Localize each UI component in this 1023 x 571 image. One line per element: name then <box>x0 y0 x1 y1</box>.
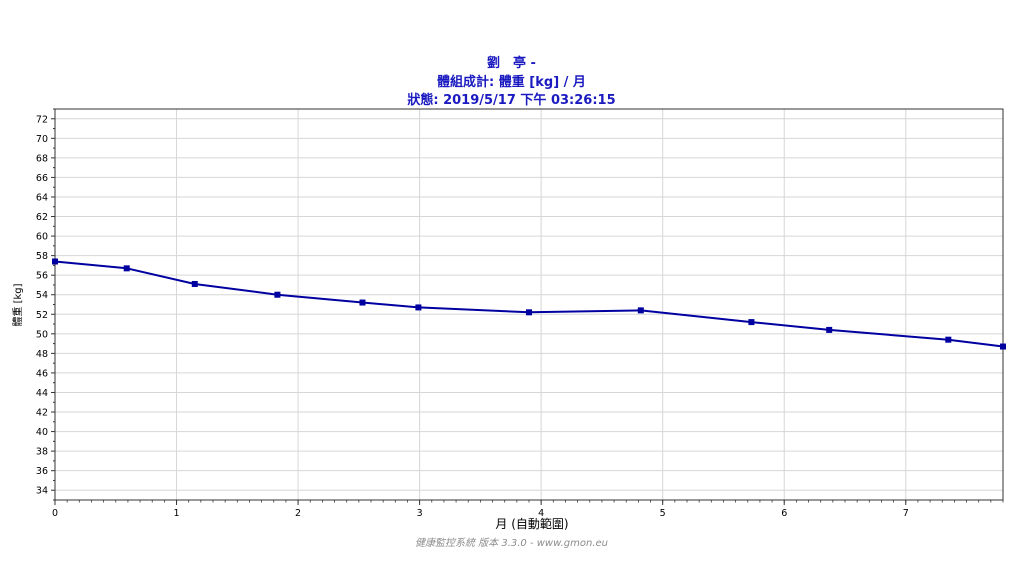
chart-subtitle: 體組成計: 體重 [kg] / 月 <box>437 75 586 90</box>
data-point-marker <box>123 265 130 272</box>
y-tick-label: 40 <box>36 427 48 438</box>
x-tick-label: 2 <box>295 508 301 519</box>
data-point-marker <box>191 280 198 287</box>
series-line <box>54 260 1004 348</box>
x-axis-label: 月 (自動範圍) <box>495 516 568 531</box>
y-tick-label: 70 <box>36 134 48 145</box>
chart-title: 劉 亭 - <box>487 56 536 71</box>
data-point-marker <box>637 307 644 314</box>
y-tick-label: 60 <box>36 232 48 243</box>
chart-status: 狀態: 2019/5/17 下午 03:26:15 <box>407 93 616 108</box>
data-point-marker <box>415 304 422 311</box>
data-point-marker <box>945 336 952 343</box>
y-tick-label: 52 <box>36 310 48 321</box>
y-tick-label: 46 <box>36 368 48 379</box>
y-tick-label: 48 <box>36 349 48 360</box>
y-tick-label: 56 <box>36 271 48 282</box>
plot-frame <box>54 108 1004 501</box>
y-tick-label: 66 <box>36 173 48 184</box>
x-tick-label: 3 <box>417 508 423 519</box>
y-tick-label: 72 <box>36 114 48 125</box>
y-tick-label: 44 <box>36 388 48 399</box>
x-tick-label: 5 <box>660 508 666 519</box>
y-tick-label: 34 <box>36 486 48 497</box>
y-tick-label: 58 <box>36 251 48 262</box>
footer-version: 健康監控系統 版本 3.3.0 - www.gmon.eu <box>414 538 609 549</box>
data-point-marker <box>826 326 833 333</box>
series-group <box>52 258 1006 350</box>
grid-lines <box>55 109 1003 500</box>
x-tick-label: 4 <box>538 508 544 519</box>
data-point-marker <box>526 309 532 316</box>
data-point-marker <box>52 258 58 265</box>
data-point-marker <box>748 319 755 326</box>
y-tick-label: 50 <box>36 329 48 340</box>
x-tick-label: 6 <box>781 508 787 519</box>
x-tick-label: 1 <box>174 508 180 519</box>
y-tick-label: 62 <box>36 212 48 223</box>
axes: 3436384042444648505254565860626466687072… <box>36 108 1004 519</box>
data-point-marker <box>274 291 281 298</box>
y-tick-label: 68 <box>36 153 48 164</box>
y-tick-label: 38 <box>36 447 48 458</box>
data-point-marker <box>1000 343 1006 350</box>
y-tick-label: 36 <box>36 466 48 477</box>
x-tick-label: 7 <box>903 508 909 519</box>
y-tick-label: 64 <box>36 192 48 203</box>
x-tick-label: 0 <box>52 508 58 519</box>
y-tick-label: 42 <box>36 408 48 419</box>
y-tick-label: 54 <box>36 290 48 301</box>
y-axis-label: 體重 [kg] <box>11 283 24 326</box>
data-point-marker <box>359 299 366 306</box>
